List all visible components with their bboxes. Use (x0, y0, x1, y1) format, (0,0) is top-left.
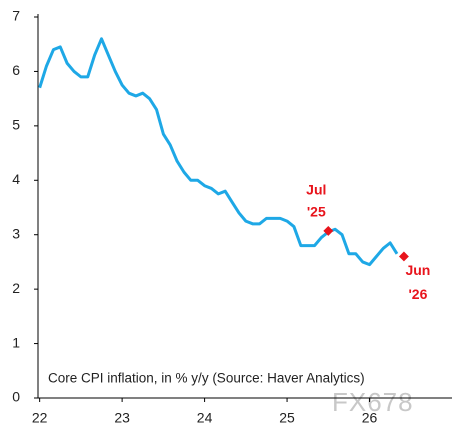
highlight-label: Jun (405, 262, 430, 278)
y-tick-label: 2 (12, 280, 20, 296)
note-box (42, 366, 440, 392)
highlight-label: '25 (307, 204, 326, 220)
x-tick-label: 24 (197, 410, 213, 426)
y-tick-label: 5 (12, 117, 20, 133)
y-tick-label: 1 (12, 334, 20, 350)
y-tick-label: 6 (12, 62, 20, 78)
note: Core CPI inflation, in % y/y (Source: Ha… (48, 371, 365, 386)
y-tick-label: 4 (12, 171, 20, 187)
y-tick-label: 0 (12, 389, 20, 405)
highlight-marker (323, 225, 334, 236)
line (38, 37, 399, 267)
highlight-marker (398, 251, 409, 262)
y-tick-label: 7 (12, 8, 20, 24)
x-tick-label: 23 (114, 410, 130, 426)
x-tick-label: 25 (279, 410, 295, 426)
highlight-label: Jul (306, 182, 326, 198)
y-tick-label: 3 (12, 225, 20, 241)
highlight-label: '26 (408, 286, 427, 302)
x-tick-label: 22 (32, 410, 48, 426)
x-tick-label: 26 (362, 410, 378, 426)
